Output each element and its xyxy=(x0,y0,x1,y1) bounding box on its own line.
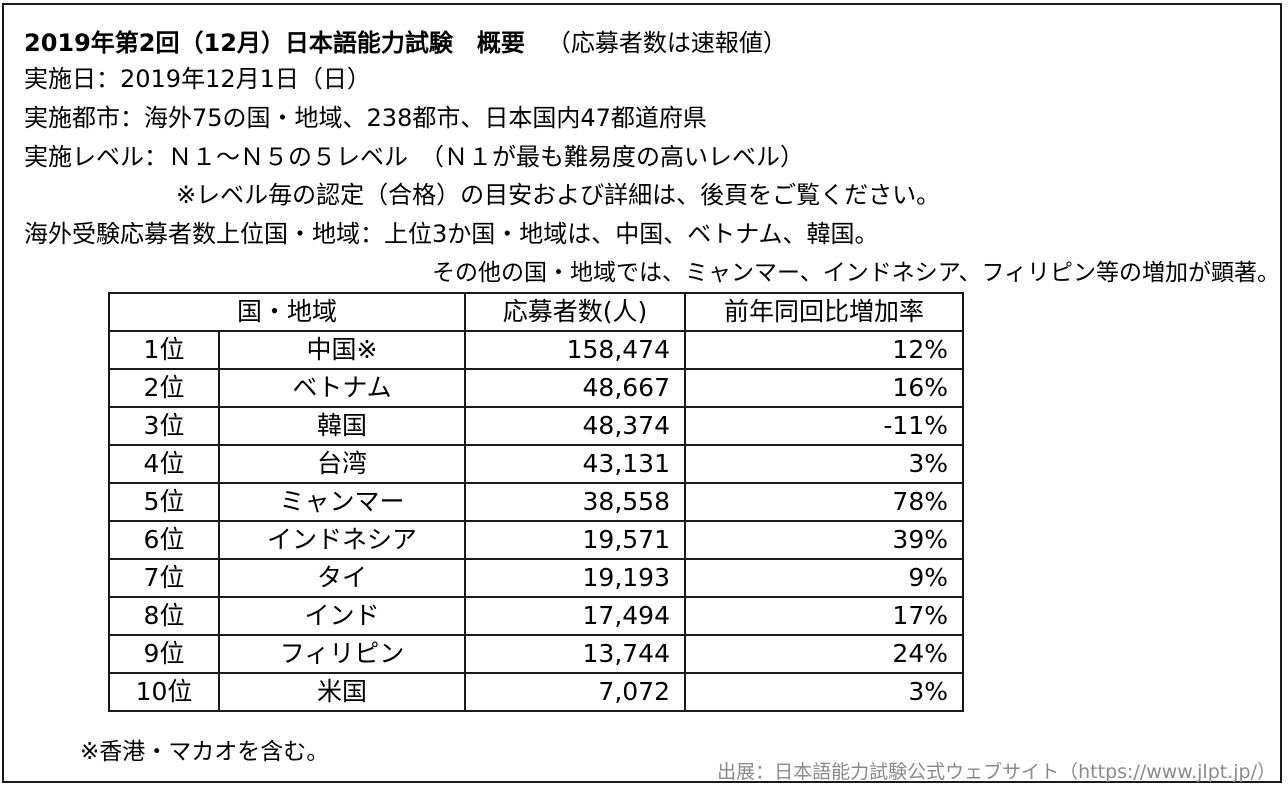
growth-cell: 9% xyxy=(684,558,964,598)
growth-cell: 39% xyxy=(684,520,964,560)
growth-cell: 3% xyxy=(684,672,964,712)
applicants-cell: 19,193 xyxy=(464,558,686,598)
rank-cell: 2位 xyxy=(108,368,220,408)
exam-levels: 実施レベル：Ｎ１～Ｎ５の５レベル （Ｎ１が最も難易度の高いレベル） xyxy=(24,143,804,171)
table-row: 8位 インド 17,494 17% xyxy=(108,596,964,636)
applicants-cell: 17,494 xyxy=(464,596,686,636)
growth-cell: 17% xyxy=(684,596,964,636)
applicants-cell: 38,558 xyxy=(464,482,686,522)
rank-cell: 6位 xyxy=(108,520,220,560)
table-row: 6位 インドネシア 19,571 39% xyxy=(108,520,964,560)
exam-date: 実施日：2019年12月1日（日） xyxy=(24,65,371,93)
title-note: （応募者数は速報値） xyxy=(546,29,787,57)
rank-cell: 5位 xyxy=(108,482,220,522)
table-row: 4位 台湾 43,131 3% xyxy=(108,444,964,484)
rank-cell: 8位 xyxy=(108,596,220,636)
growth-cell: 12% xyxy=(684,330,964,370)
source-credit: 出展：日本語能力試験公式ウェブサイト（https://www.jlpt.jp/） xyxy=(717,761,1276,783)
top-countries: 海外受験応募者数上位国・地域：上位3か国・地域は、中国、ベトナム、韓国。 xyxy=(24,220,879,248)
country-cell: 中国※ xyxy=(218,330,466,370)
levels-note: ※レベル毎の認定（合格）の目安および詳細は、後頁をご覧ください。 xyxy=(176,181,941,209)
applicants-cell: 48,374 xyxy=(464,406,686,446)
applicants-cell: 158,474 xyxy=(464,330,686,370)
table-row: 1位 中国※ 158,474 12% xyxy=(108,330,964,370)
country-cell: タイ xyxy=(218,558,466,598)
header-applicants: 応募者数(人) xyxy=(464,292,686,332)
applicants-cell: 13,744 xyxy=(464,634,686,674)
growth-cell: -11% xyxy=(684,406,964,446)
exam-cities: 実施都市：海外75の国・地域、238都市、日本国内47都道府県 xyxy=(24,104,707,132)
country-cell: ベトナム xyxy=(218,368,466,408)
country-cell: フィリピン xyxy=(218,634,466,674)
country-cell: 台湾 xyxy=(218,444,466,484)
applicants-table: 国・地域 応募者数(人) 前年同回比増加率 1位 中国※ 158,474 12%… xyxy=(108,292,964,712)
country-cell: ミャンマー xyxy=(218,482,466,522)
rank-cell: 3位 xyxy=(108,406,220,446)
table-row: 3位 韓国 48,374 -11% xyxy=(108,406,964,446)
rank-cell: 4位 xyxy=(108,444,220,484)
title-row: 2019年第2回（12月）日本語能力試験 概要 （応募者数は速報値） xyxy=(24,26,787,60)
applicants-cell: 7,072 xyxy=(464,672,686,712)
applicants-cell: 19,571 xyxy=(464,520,686,560)
country-cell: インド xyxy=(218,596,466,636)
table-row: 2位 ベトナム 48,667 16% xyxy=(108,368,964,408)
table-row: 9位 フィリピン 13,744 24% xyxy=(108,634,964,674)
page-title: 2019年第2回（12月）日本語能力試験 概要 xyxy=(24,29,525,57)
applicants-cell: 48,667 xyxy=(464,368,686,408)
rank-cell: 1位 xyxy=(108,330,220,370)
header-country: 国・地域 xyxy=(108,292,466,332)
applicants-cell: 43,131 xyxy=(464,444,686,484)
table-row: 7位 タイ 19,193 9% xyxy=(108,558,964,598)
country-cell: 韓国 xyxy=(218,406,466,446)
growth-cell: 16% xyxy=(684,368,964,408)
footnote: ※香港・マカオを含む。 xyxy=(80,739,330,765)
document-frame xyxy=(2,3,1282,783)
rank-cell: 9位 xyxy=(108,634,220,674)
rank-cell: 10位 xyxy=(108,672,220,712)
top-countries-note: その他の国・地域では、ミャンマー、インドネシア、フィリピン等の増加が顕著。 xyxy=(432,260,1281,286)
country-cell: インドネシア xyxy=(218,520,466,560)
table-row: 10位 米国 7,072 3% xyxy=(108,672,964,712)
table-row: 5位 ミャンマー 38,558 78% xyxy=(108,482,964,522)
country-cell: 米国 xyxy=(218,672,466,712)
growth-cell: 78% xyxy=(684,482,964,522)
rank-cell: 7位 xyxy=(108,558,220,598)
header-growth: 前年同回比増加率 xyxy=(684,292,964,332)
growth-cell: 24% xyxy=(684,634,964,674)
table-header-row: 国・地域 応募者数(人) 前年同回比増加率 xyxy=(108,292,964,332)
growth-cell: 3% xyxy=(684,444,964,484)
